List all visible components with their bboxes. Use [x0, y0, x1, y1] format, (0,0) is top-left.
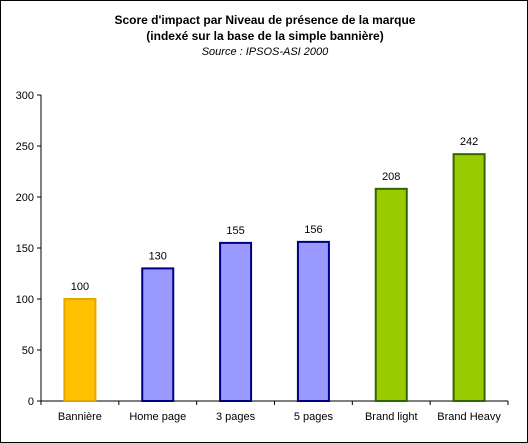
y-tick-label: 0 [28, 396, 34, 408]
x-tick-label: Brand Heavy [437, 411, 501, 423]
data-label: 242 [460, 136, 478, 148]
data-labels: 100 130 155 156 208 242 [71, 136, 479, 293]
y-tick-label: 200 [16, 192, 34, 204]
data-label: 100 [71, 281, 89, 293]
chart-source: Source : IPSOS-ASI 2000 [201, 46, 329, 58]
bar [219, 241, 253, 402]
x-tick-label: 5 pages [294, 411, 334, 423]
bar [63, 298, 97, 402]
x-tick-label: Brand light [365, 411, 418, 423]
bar [374, 187, 408, 402]
y-tick-label: 250 [16, 141, 34, 153]
y-tick-label: 50 [22, 345, 34, 357]
chart-title: Score d'impact par Niveau de présence de… [114, 13, 416, 27]
bar [296, 240, 330, 402]
data-label: 208 [382, 171, 400, 183]
bars [63, 153, 486, 402]
x-tick-label: Bannière [58, 411, 102, 423]
data-label: 130 [149, 250, 167, 262]
bar [452, 153, 486, 402]
y-tick-label: 300 [16, 90, 34, 102]
y-tick-label: 100 [16, 294, 34, 306]
bar [141, 267, 175, 402]
y-tick-label: 150 [16, 243, 34, 255]
chart-subtitle: (indexé sur la base de la simple bannièr… [146, 29, 384, 43]
x-tick-label: 3 pages [216, 411, 256, 423]
data-label: 155 [226, 225, 244, 237]
x-tick-label: Home page [129, 411, 186, 423]
data-label: 156 [304, 224, 322, 236]
axes: 0 50 100 150 200 250 300 Bannière Home page 3 pag… [16, 90, 509, 423]
